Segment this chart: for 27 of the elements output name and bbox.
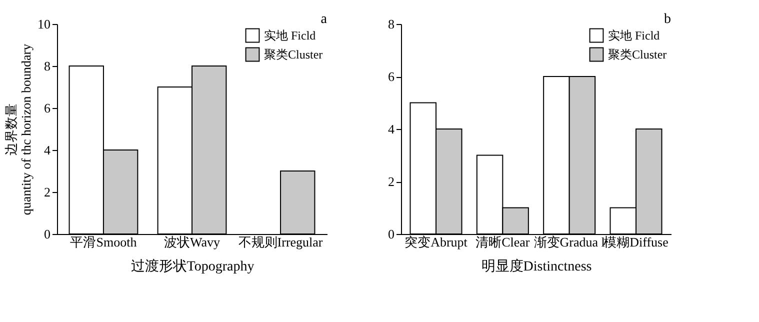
y-tick-label: 6 bbox=[44, 100, 51, 116]
y-axis-title: 边界数量 quantity of thc horizon boundary bbox=[4, 43, 34, 216]
legend-label: 聚类Cluster bbox=[264, 48, 323, 62]
y-tick-label: 4 bbox=[388, 122, 395, 136]
y-tick-label: 4 bbox=[44, 142, 51, 158]
x-axis-title: 明显度Distinctness bbox=[481, 258, 592, 274]
y-tick-label: 10 bbox=[38, 16, 50, 32]
y-tick-label: 2 bbox=[44, 184, 50, 200]
x-tick-label: 模糊Diffuse bbox=[604, 234, 669, 250]
y-tick-label: 8 bbox=[388, 16, 394, 32]
annotation: a bbox=[320, 12, 328, 27]
annotation: b bbox=[664, 12, 671, 27]
x-tick-label: 平滑Smooth bbox=[70, 234, 138, 250]
y-tick-label: 0 bbox=[44, 226, 50, 242]
x-tick-label: 渐变Gradua l bbox=[534, 234, 606, 250]
y-tick-label: 6 bbox=[388, 69, 395, 84]
x-tick-label: 不规则Irregular bbox=[238, 234, 324, 250]
legend-label: 聚类Cluster bbox=[608, 48, 667, 62]
y-tick-label: 0 bbox=[388, 226, 394, 242]
y-tick-label: 2 bbox=[388, 174, 394, 189]
x-tick-label: 突变Abrupt bbox=[404, 234, 468, 250]
x-tick-label: 波状Wavy bbox=[164, 234, 220, 250]
x-tick-label: 清晰Clear bbox=[476, 234, 530, 250]
x-axis-title: 过渡形状Topography bbox=[130, 258, 254, 274]
legend-label: 实地 Ficld bbox=[608, 28, 660, 42]
legend-label: 实地 Ficld bbox=[264, 28, 316, 42]
y-tick-label: 8 bbox=[44, 58, 50, 74]
